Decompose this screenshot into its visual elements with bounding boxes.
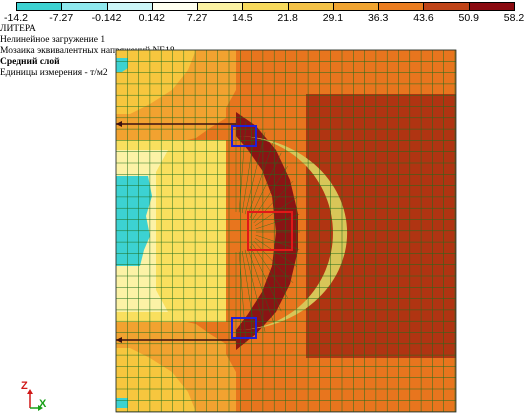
axis-indicator: Z X (16, 380, 56, 412)
mesh-radial-line (253, 240, 294, 283)
mesh-radial-line (238, 251, 247, 343)
hole-edge-stress-ring (236, 112, 298, 350)
units-label: Единицы измерения - т/м2 (0, 68, 108, 78)
mesh-radial-line (241, 125, 256, 214)
plot-info-panel: ЛИТЕРА Нелинейное загружение 1 Мозаика э… (0, 24, 175, 79)
cyan-zone (116, 176, 152, 266)
axis-arrows-icon (27, 389, 43, 411)
mesh-radial-line (252, 243, 288, 298)
legend-tick-label: 43.6 (413, 12, 434, 24)
mesh-radial-line (247, 141, 274, 216)
mosaic-label: Мозаика эквивалентных напряжений NE18 (0, 46, 175, 56)
mesh-radial-line (254, 238, 297, 267)
plate-border (115, 49, 457, 413)
legend-tick-label: 14.5 (232, 12, 253, 24)
legend-tick-label: 0.142 (138, 12, 165, 24)
mesh-radial-line (238, 121, 247, 213)
legend-tick-label: 21.8 (277, 12, 298, 24)
mesh-radial-line (253, 181, 294, 224)
marker-box-top[interactable] (231, 125, 257, 147)
mesh-radial-line (241, 250, 256, 339)
arrow-head-bottom (116, 337, 122, 343)
legend-tick-label: 29.1 (322, 12, 344, 24)
marker-box-bottom[interactable] (231, 317, 257, 339)
lower-left-yellow-zone (116, 348, 196, 412)
top-right-zone (300, 50, 456, 94)
legend-tick-label: -7.27 (49, 12, 74, 24)
legend-tick-label: 7.27 (186, 12, 208, 24)
mesh-radial-line (244, 132, 266, 215)
layer-label: Средний слой (0, 57, 60, 67)
legend-tick-label: -14.2 (4, 12, 28, 24)
app-title: ЛИТЕРА (0, 24, 36, 34)
legend-swatch (468, 2, 515, 11)
upper-left-yellow-zone (116, 50, 196, 114)
mesh-radial-line (247, 248, 274, 323)
mesh-radial-line (244, 249, 266, 332)
x-axis-label: X (39, 398, 47, 410)
legend-tick-label: 58.2 (503, 12, 525, 24)
mesh-radial-line (249, 246, 282, 312)
legend-tick-label: -0.142 (91, 12, 122, 24)
bottom-right-zone (300, 358, 456, 412)
legend-tick-label: 50.9 (458, 12, 479, 24)
marker-box-right[interactable] (247, 211, 293, 251)
cyan-corner-bottom (116, 398, 128, 408)
mesh-radial-line (249, 152, 282, 218)
load-case-label: Нелинейное загружение 1 (0, 35, 106, 45)
legend-tick-label: 36.3 (367, 12, 389, 24)
color-legend: -14.2 -7.27 -0.142 0.142 7.27 14.5 21.8 29.1 36.… (4, 2, 524, 24)
z-axis-label: Z (21, 380, 28, 392)
arrow-head-top (116, 121, 122, 127)
